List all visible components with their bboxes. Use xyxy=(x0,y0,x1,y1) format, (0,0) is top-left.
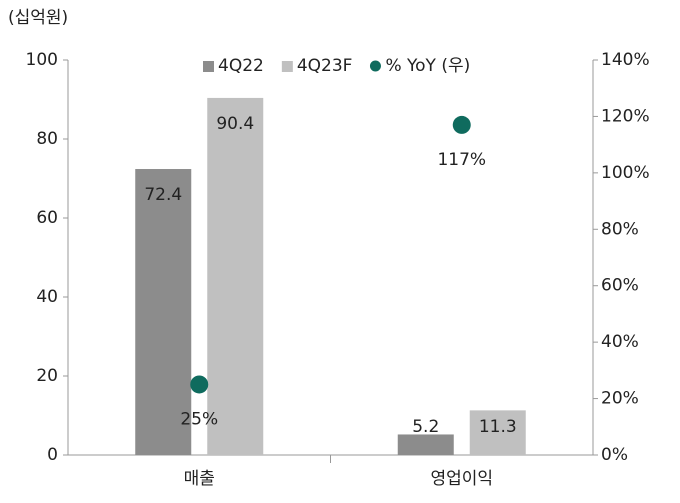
yoy-point xyxy=(452,115,471,134)
y2-tick-label: 60% xyxy=(601,276,639,296)
bar xyxy=(207,97,264,456)
yoy-label: 25% xyxy=(180,409,218,429)
yoy-label: 117% xyxy=(437,150,486,170)
y-tick-label: 60 xyxy=(36,208,58,228)
y2-tick-label: 80% xyxy=(601,219,639,239)
y-tick-label: 0 xyxy=(47,445,58,465)
legend-marker xyxy=(281,61,293,72)
y-tick-label: 20 xyxy=(36,366,58,386)
bar-value-label: 11.3 xyxy=(479,417,517,437)
bar xyxy=(397,434,454,455)
legend-label: 4Q23F xyxy=(297,56,353,76)
y2-tick-label: 100% xyxy=(601,163,650,183)
x-tick-label: 매출 xyxy=(184,469,215,489)
y-tick-label: 40 xyxy=(36,287,58,307)
unit-label: (십억원) xyxy=(8,8,68,28)
y2-tick-label: 120% xyxy=(601,106,650,126)
y-tick-label: 80 xyxy=(36,129,58,149)
bar xyxy=(469,410,526,455)
legend-label: % YoY (우) xyxy=(385,56,470,76)
bar xyxy=(135,169,192,455)
y2-tick-label: 140% xyxy=(601,50,650,70)
yoy-point xyxy=(190,375,209,394)
bar-value-label: 5.2 xyxy=(412,417,439,437)
y-tick-label: 100 xyxy=(26,50,58,70)
y2-tick-label: 0% xyxy=(601,445,628,465)
legend-marker xyxy=(203,61,214,72)
y2-tick-label: 40% xyxy=(601,332,639,352)
legend-label: 4Q22 xyxy=(218,56,264,76)
bar-value-label: 90.4 xyxy=(216,114,254,134)
y2-tick-label: 20% xyxy=(601,389,639,409)
bar-value-label: 72.4 xyxy=(144,185,182,205)
legend-marker xyxy=(369,60,381,72)
x-tick-label: 영업이익 xyxy=(430,469,493,489)
